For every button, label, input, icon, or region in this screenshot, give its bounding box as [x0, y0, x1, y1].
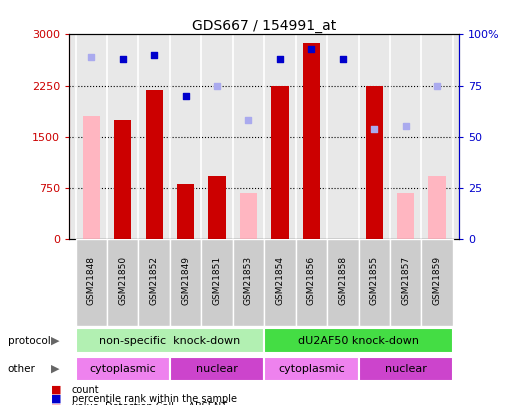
Text: non-specific  knock-down: non-specific knock-down	[99, 336, 241, 345]
Text: other: other	[8, 364, 35, 374]
Text: ■: ■	[51, 385, 62, 394]
Bar	[359, 356, 453, 382]
Bar	[271, 86, 289, 239]
Bar	[107, 239, 139, 326]
Text: ▶: ▶	[51, 364, 60, 374]
Bar	[295, 239, 327, 326]
Text: ■: ■	[51, 394, 62, 403]
Bar	[359, 239, 390, 326]
Text: cytoplasmic: cytoplasmic	[89, 364, 156, 374]
Text: dU2AF50 knock-down: dU2AF50 knock-down	[298, 336, 419, 345]
Bar	[75, 239, 107, 326]
Text: GSM21859: GSM21859	[432, 256, 442, 305]
Bar	[390, 239, 421, 326]
Point	[402, 123, 410, 130]
Text: GSM21855: GSM21855	[370, 256, 379, 305]
Point	[276, 56, 284, 62]
Bar	[264, 356, 359, 382]
Text: ■: ■	[51, 403, 62, 405]
Text: protocol: protocol	[8, 336, 50, 345]
Text: nuclear: nuclear	[196, 364, 238, 374]
Point	[150, 52, 158, 58]
Bar	[75, 356, 170, 382]
Point	[307, 45, 315, 52]
Bar	[201, 239, 233, 326]
Bar	[240, 193, 257, 239]
Bar	[421, 239, 453, 326]
Text: GSM21857: GSM21857	[401, 256, 410, 305]
Bar	[75, 328, 264, 353]
Bar	[327, 239, 359, 326]
Bar	[177, 184, 194, 239]
Bar	[146, 90, 163, 239]
Text: GSM21848: GSM21848	[87, 256, 96, 305]
Point	[87, 54, 95, 60]
Point	[213, 82, 221, 89]
Bar	[114, 119, 131, 239]
Text: GSM21851: GSM21851	[212, 256, 222, 305]
Text: ▶: ▶	[51, 336, 60, 345]
Point	[433, 82, 441, 89]
Text: cytoplasmic: cytoplasmic	[278, 364, 345, 374]
Bar	[83, 116, 100, 239]
Text: GSM21853: GSM21853	[244, 256, 253, 305]
Bar	[233, 239, 264, 326]
Bar	[264, 239, 295, 326]
Bar	[264, 328, 453, 353]
Bar	[397, 193, 415, 239]
Point	[370, 125, 379, 132]
Title: GDS667 / 154991_at: GDS667 / 154991_at	[192, 19, 337, 33]
Bar	[170, 356, 264, 382]
Text: GSM21858: GSM21858	[338, 256, 347, 305]
Text: GSM21849: GSM21849	[181, 256, 190, 305]
Text: GSM21854: GSM21854	[275, 256, 284, 305]
Point	[244, 117, 252, 124]
Text: GSM21852: GSM21852	[150, 256, 159, 305]
Text: nuclear: nuclear	[385, 364, 427, 374]
Text: percentile rank within the sample: percentile rank within the sample	[72, 394, 237, 403]
Bar	[428, 175, 446, 239]
Bar	[139, 239, 170, 326]
Text: GSM21856: GSM21856	[307, 256, 316, 305]
Bar	[170, 239, 201, 326]
Text: count: count	[72, 385, 100, 394]
Point	[119, 56, 127, 62]
Bar	[208, 175, 226, 239]
Point	[339, 56, 347, 62]
Text: GSM21850: GSM21850	[118, 256, 127, 305]
Point	[182, 93, 190, 99]
Bar	[366, 85, 383, 239]
Text: value, Detection Call = ABSENT: value, Detection Call = ABSENT	[72, 403, 227, 405]
Bar	[303, 43, 320, 239]
